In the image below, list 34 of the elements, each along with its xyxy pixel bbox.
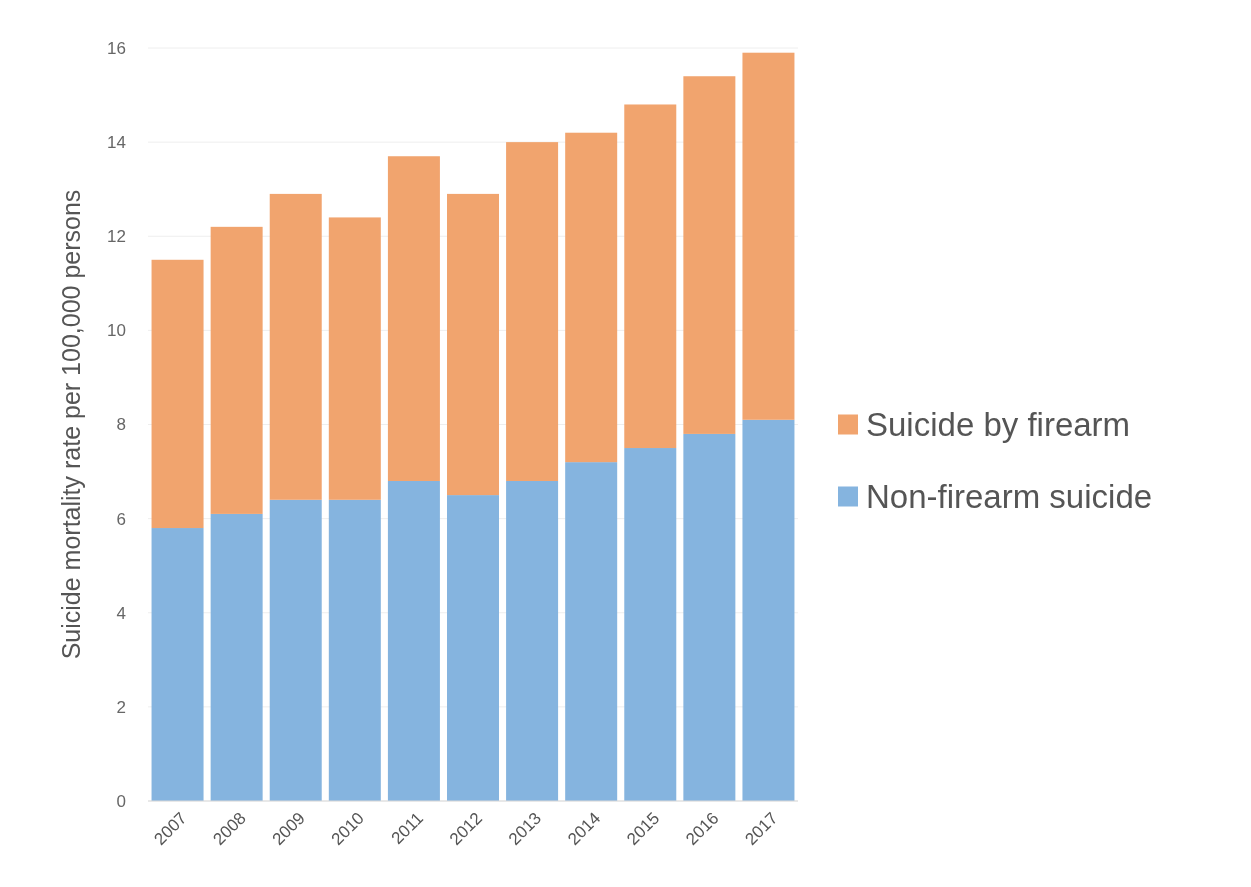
bar <box>683 433 736 801</box>
bar <box>506 142 559 481</box>
y-tick-label: 0 <box>116 791 126 811</box>
y-tick-label: 2 <box>116 697 126 717</box>
bar <box>210 513 263 801</box>
bar <box>565 462 618 801</box>
bar <box>683 76 736 434</box>
y-tick-label: 16 <box>107 38 126 58</box>
bar <box>447 495 499 801</box>
legend-label: Suicide by firearm <box>866 406 1131 444</box>
bar <box>624 104 677 449</box>
y-tick-label: 6 <box>116 509 126 529</box>
legend-label: Non-firearm suicide <box>866 478 1153 516</box>
bar <box>742 419 795 801</box>
bar <box>447 193 499 496</box>
bar <box>210 226 263 514</box>
y-tick-label: 14 <box>107 133 126 153</box>
bar <box>269 193 322 500</box>
bar <box>328 499 381 801</box>
bar <box>742 52 795 420</box>
y-tick-label: 8 <box>116 415 126 435</box>
bar <box>565 132 618 463</box>
y-axis-title: Suicide mortality rate per 100,000 persons <box>57 189 85 660</box>
bar <box>387 156 440 481</box>
bar <box>387 480 440 801</box>
bar <box>624 448 677 801</box>
bar <box>151 528 204 801</box>
bar <box>151 259 204 529</box>
y-tick-label: 4 <box>116 603 126 623</box>
y-tick-label: 12 <box>107 227 126 247</box>
bar <box>328 217 381 500</box>
bar <box>506 480 559 801</box>
y-tick-label: 10 <box>107 321 126 341</box>
bar <box>269 499 322 801</box>
